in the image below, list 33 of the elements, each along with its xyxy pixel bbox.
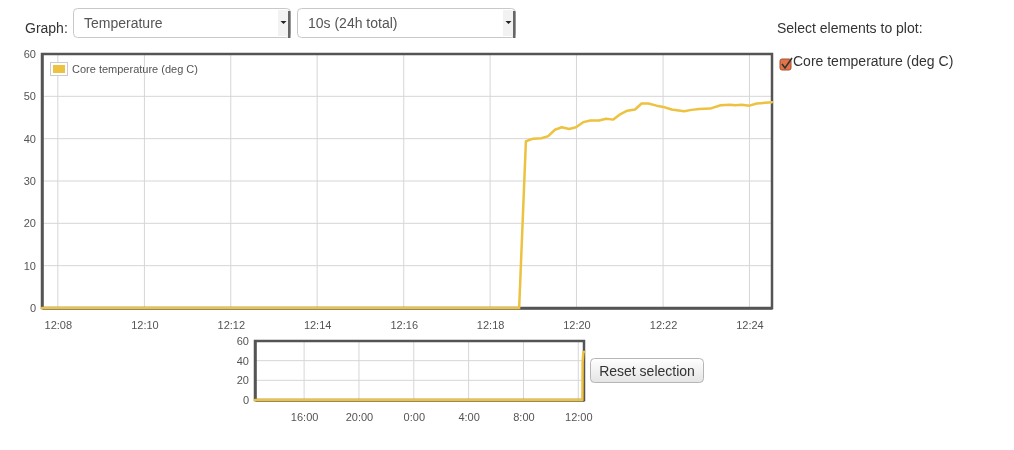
x-tick-label: 8:00 xyxy=(513,410,535,423)
y-tick-label: 20 xyxy=(23,217,36,230)
x-tick-label: 12:00 xyxy=(565,410,593,423)
x-tick-label: 0:00 xyxy=(403,410,425,423)
x-tick-label: 12:10 xyxy=(131,318,159,331)
text: Core temperature (deg C) xyxy=(793,53,954,69)
y-tick-label: 10 xyxy=(23,259,36,272)
x-tick-label: 12:12 xyxy=(217,318,246,331)
x-tick-label: 12:24 xyxy=(736,318,764,331)
y-tick-label: 40 xyxy=(23,132,36,145)
y-tick-label: 20 xyxy=(236,374,249,387)
text: 10s (24h total) xyxy=(308,15,398,31)
x-tick-label: 12:08 xyxy=(44,318,73,331)
y-tick-label: 60 xyxy=(23,48,36,61)
text: Reset selection xyxy=(599,362,695,379)
y-tick-label: 40 xyxy=(236,354,249,367)
x-tick-label: 16:00 xyxy=(290,410,319,423)
text: Graph: xyxy=(25,20,68,36)
x-tick-label: 12:22 xyxy=(649,318,678,331)
x-tick-label: 12:20 xyxy=(563,318,591,331)
legend-label: Core temperature (deg C) xyxy=(72,63,198,75)
x-tick-label: 4:00 xyxy=(458,410,480,423)
x-tick-label: 12:18 xyxy=(476,318,505,331)
y-tick-label: 50 xyxy=(23,90,36,103)
y-tick-label: 0 xyxy=(29,302,36,315)
x-tick-label: 12:16 xyxy=(390,318,419,331)
x-tick-label: 20:00 xyxy=(345,410,374,423)
text: Temperature xyxy=(84,15,163,31)
y-tick-label: 30 xyxy=(23,175,36,188)
x-tick-label: 12:14 xyxy=(303,318,332,331)
y-tick-label: 60 xyxy=(236,335,249,348)
text: Select elements to plot: xyxy=(777,20,923,36)
y-tick-label: 0 xyxy=(242,394,249,407)
